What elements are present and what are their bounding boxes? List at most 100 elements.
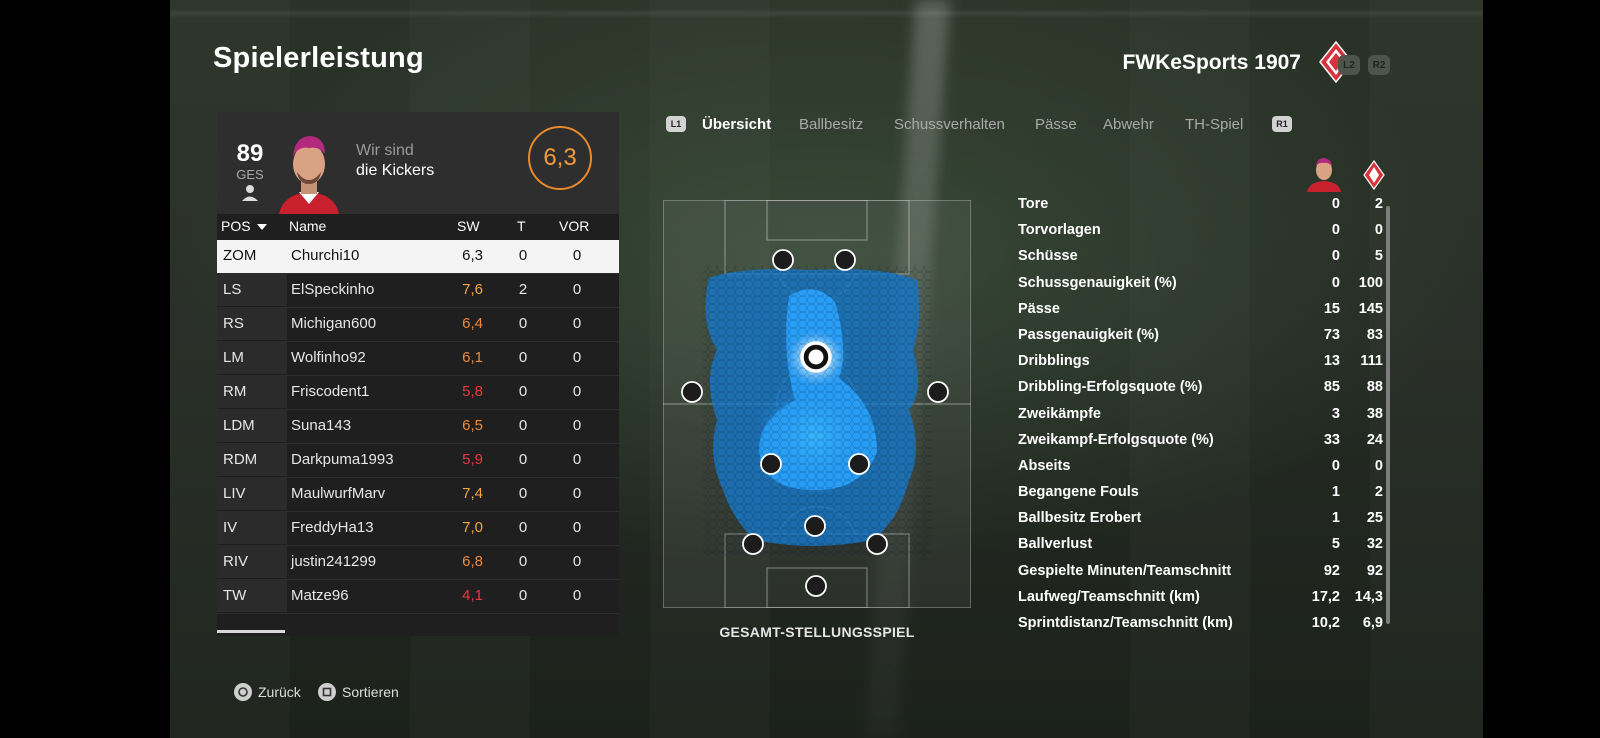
stat-label: Torvorlagen	[1018, 222, 1101, 239]
roster-goals: 2	[518, 281, 528, 298]
roster-rating: 6,5	[462, 417, 483, 434]
roster-goals: 0	[518, 315, 528, 332]
roster-assists: 0	[572, 485, 582, 502]
roster-pos: IV	[217, 512, 287, 544]
roster-pos: RDM	[217, 444, 287, 476]
tab-th-spiel[interactable]: TH-Spiel	[1185, 116, 1244, 133]
roster-row[interactable]: TW Matze96 4,1 0 0	[217, 580, 619, 614]
stat-label: Begangene Fouls	[1018, 484, 1139, 501]
roster-name: Darkpuma1993	[291, 451, 394, 468]
stat-label: Zweikampf-Erfolgsquote (%)	[1018, 431, 1214, 448]
tab-ballbesitz[interactable]: Ballbesitz	[799, 116, 864, 133]
stat-label: Zweikämpfe	[1018, 405, 1101, 422]
stat-team-value: 25	[1366, 510, 1383, 527]
stat-row: Zweikampf-Erfolgsquote (%) 33 24	[1018, 428, 1388, 454]
roster-row[interactable]: ZOM Churchi10 6,3 0 0	[217, 240, 619, 274]
stat-label: Abseits	[1018, 457, 1071, 474]
stat-row: Abseits 0 0	[1018, 454, 1388, 480]
sort-label: Sortieren	[342, 684, 399, 700]
roster-goals: 0	[518, 553, 528, 570]
roster-row[interactable]: LDM Suna143 6,5 0 0	[217, 410, 619, 444]
column-pos[interactable]: POS	[221, 218, 268, 234]
stat-label: Ballverlust	[1018, 536, 1093, 553]
stat-label: Dribblings	[1018, 353, 1090, 370]
roster-assists: 0	[572, 281, 582, 298]
sort-action[interactable]: Sortieren	[318, 683, 399, 701]
column-t[interactable]: T	[517, 218, 526, 234]
l2-button[interactable]: L2	[1338, 55, 1360, 75]
pitch-line-background	[170, 12, 1483, 15]
tab-abwehr[interactable]: Abwehr	[1103, 116, 1154, 133]
roster-header: POS Name SW T VOR	[217, 214, 619, 240]
stat-player-value: 0	[1331, 457, 1340, 474]
circle-button-icon	[234, 683, 252, 701]
roster-row[interactable]: LS ElSpeckinho 7,6 2 0	[217, 274, 619, 308]
square-button-icon	[318, 683, 336, 701]
roster-row[interactable]: RIV justin241299 6,8 0 0	[217, 546, 619, 580]
stat-label: Schussgenauigkeit (%)	[1018, 274, 1177, 291]
stat-row: Dribblings 13 111	[1018, 349, 1388, 375]
roster-pos: LM	[217, 342, 287, 374]
roster-row[interactable]: LIV MaulwurfMarv 7,4 0 0	[217, 478, 619, 512]
stat-team-value: 145	[1358, 300, 1383, 317]
roster-rating: 7,6	[462, 281, 483, 298]
roster-row[interactable]: RDM Darkpuma1993 5,9 0 0	[217, 444, 619, 478]
tab-schussverhalten[interactable]: Schussverhalten	[894, 116, 1005, 133]
column-vor[interactable]: VOR	[559, 218, 590, 234]
roster-row[interactable]: RS Michigan600 6,4 0 0	[217, 308, 619, 342]
r2-button[interactable]: R2	[1368, 55, 1390, 75]
roster-goals: 0	[518, 417, 528, 434]
roster-pos: LS	[217, 274, 287, 306]
stat-label: Gespielte Minuten/Teamschnitt	[1018, 562, 1232, 579]
roster-assists: 0	[572, 417, 582, 434]
club-name: FWKeSports 1907	[1122, 51, 1301, 74]
roster-assists: 0	[572, 349, 582, 366]
overall-label: GES	[236, 167, 264, 182]
roster-name: FreddyHa13	[291, 519, 374, 536]
roster-rating: 5,9	[462, 451, 483, 468]
roster-pos: RM	[217, 376, 287, 408]
tab-paesse[interactable]: Pässe	[1035, 116, 1077, 133]
player-card: 89 GES Wir sind die Kickers 6,3	[217, 112, 619, 214]
stat-team-value: 5	[1374, 248, 1383, 265]
back-action[interactable]: Zurück	[234, 683, 301, 701]
roster-scroll-indicator	[217, 630, 285, 633]
stat-player-value: 33	[1323, 431, 1340, 448]
roster-table: POS Name SW T VOR ZOM Churchi10 6,3 0 0 LS ElS…	[217, 214, 619, 636]
roster-rating: 4,1	[462, 587, 483, 604]
column-sw[interactable]: SW	[457, 218, 480, 234]
club-crest-icon	[1363, 160, 1385, 190]
column-pos-label: POS	[221, 218, 251, 234]
column-name[interactable]: Name	[289, 218, 327, 234]
tab-uebersicht[interactable]: Übersicht	[702, 116, 772, 133]
roster-rows: ZOM Churchi10 6,3 0 0 LS ElSpeckinho 7,6 2 0 RS Mic…	[217, 240, 619, 614]
stat-player-value: 0	[1331, 274, 1340, 291]
stat-player-value: 13	[1323, 353, 1340, 370]
stats-table: Tore 0 2 Torvorlagen 0 0 Schüsse 0 5 Schussgenaui…	[1018, 192, 1388, 637]
roster-rating: 6,1	[462, 349, 483, 366]
roster-row[interactable]: IV FreddyHa13 7,0 0 0	[217, 512, 619, 546]
stat-row: Pässe 15 145	[1018, 297, 1388, 323]
stat-row: Torvorlagen 0 0	[1018, 218, 1388, 244]
stat-label: Laufweg/Teamschnitt (km)	[1018, 588, 1200, 605]
roster-name: Suna143	[291, 417, 352, 434]
roster-row[interactable]: RM Friscodent1 5,8 0 0	[217, 376, 619, 410]
roster-rating: 7,4	[462, 485, 483, 502]
positioning-heatmap	[663, 200, 971, 608]
stat-row: Schussgenauigkeit (%) 0 100	[1018, 271, 1388, 297]
roster-name: Friscodent1	[291, 383, 370, 400]
l1-button[interactable]: L1	[666, 116, 686, 132]
stat-player-value: 1	[1331, 484, 1340, 501]
team-name-line1: Wir sind	[356, 142, 414, 159]
roster-assists: 0	[572, 315, 582, 332]
stat-player-value: 10,2	[1311, 615, 1340, 631]
roster-row[interactable]: LM Wolfinho92 6,1 0 0	[217, 342, 619, 376]
stat-player-value: 0	[1331, 248, 1340, 265]
stat-player-value: 92	[1323, 562, 1340, 579]
stat-label: Schüsse	[1018, 248, 1078, 265]
roster-name: ElSpeckinho	[291, 281, 375, 298]
roster-assists: 0	[572, 383, 582, 400]
stat-label: Dribbling-Erfolgsquote (%)	[1018, 379, 1203, 396]
r1-button[interactable]: R1	[1272, 116, 1292, 132]
stats-scrollbar[interactable]	[1386, 206, 1390, 624]
